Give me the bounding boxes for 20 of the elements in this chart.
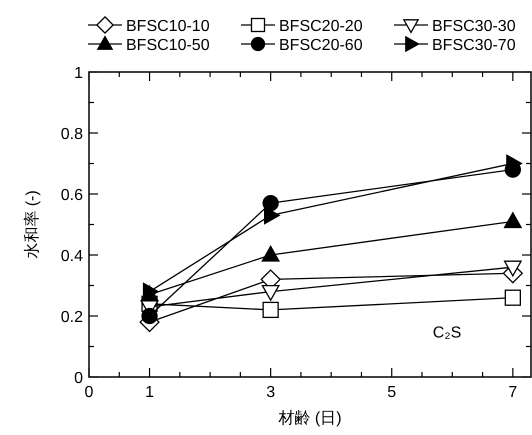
x-tick-label: 7 — [508, 384, 518, 401]
y-tick-label: 0.8 — [60, 126, 84, 143]
y-tick-label: 0.4 — [60, 248, 84, 265]
x-tick-label: 5 — [387, 384, 396, 401]
y-tick-label: 0.2 — [60, 309, 84, 326]
legend-label: BFSC30-70 — [432, 37, 516, 54]
x-tick-label: 3 — [266, 384, 276, 401]
x-tick-label: 0 — [84, 384, 94, 401]
legend-label: BFSC20-20 — [279, 18, 363, 35]
annotation: C₂S — [432, 324, 462, 342]
x-tick-label: 1 — [145, 384, 154, 401]
legend-label: BFSC30-30 — [432, 18, 516, 35]
legend-label: BFSC10-50 — [126, 37, 210, 54]
x-axis-title: 材齢 (日) — [277, 409, 342, 427]
legend-label: BFSC20-60 — [279, 37, 363, 54]
legend-label: BFSC10-10 — [126, 18, 210, 35]
y-axis-title: 水和率 (-) — [23, 190, 41, 259]
y-tick-label: 1 — [74, 65, 84, 82]
y-tick-label: 0 — [74, 370, 84, 387]
y-tick-label: 0.6 — [60, 187, 84, 204]
